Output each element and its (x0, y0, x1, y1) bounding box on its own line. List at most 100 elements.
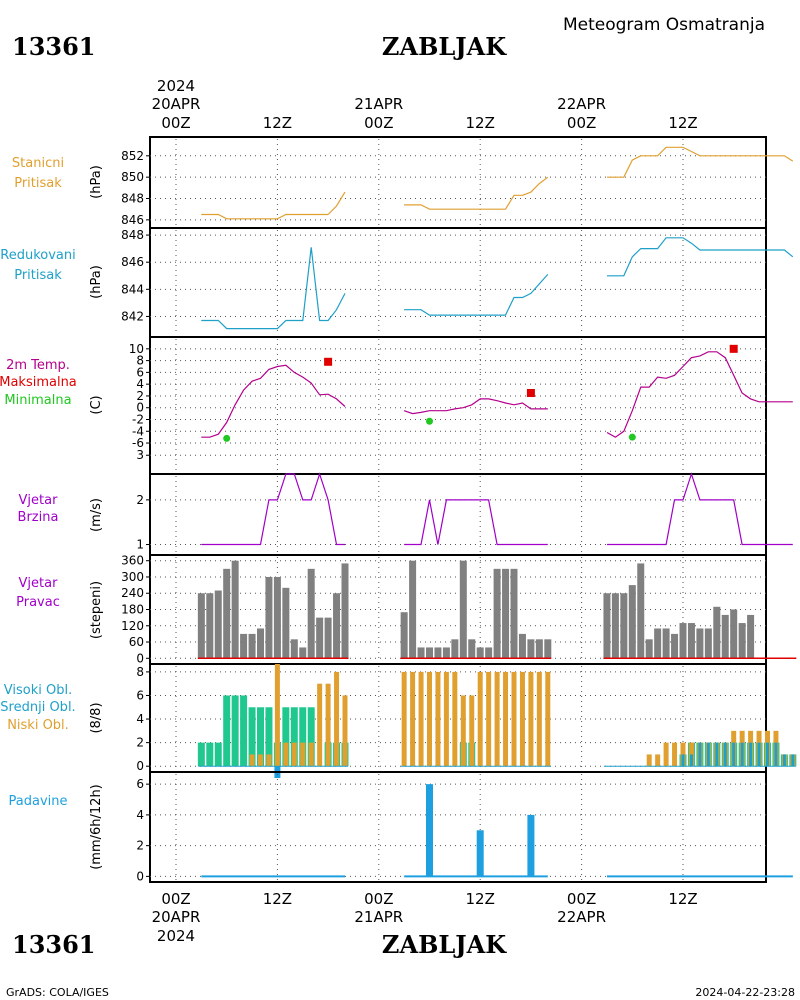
bottom-date-label: 22APR (557, 908, 606, 926)
wind-dir-bar (426, 647, 433, 659)
ytick-label: 360 (121, 554, 144, 568)
low-cloud-bar (519, 671, 525, 767)
panels: 846848850852(hPa)StanicniPritisak8428448… (0, 136, 797, 883)
high-cloud-bar (681, 754, 685, 767)
top-hour-label: 12Z (466, 114, 495, 132)
wind-dir-bar (637, 563, 645, 659)
param-label: Niski Obl. (7, 718, 69, 733)
bottom-hour-label: 00Z (567, 890, 596, 908)
param-label: Minimalna (4, 393, 71, 408)
wind-dir-bar (434, 647, 442, 659)
wind-dir-bar (696, 628, 704, 659)
wind-dir-bar (518, 633, 526, 659)
wind-dir-bar (603, 593, 611, 659)
high-cloud-bar (791, 754, 795, 767)
bottom-hour-label: 12Z (263, 890, 292, 908)
wind-dir-bar (451, 639, 459, 659)
wind-dir-bar (662, 628, 670, 659)
series-line (403, 398, 548, 415)
bottom-hour-label: 12Z (668, 890, 697, 908)
low-cloud-bar (511, 671, 517, 767)
top-date-label: 22APR (557, 95, 606, 113)
param-label: Srednji Obl. (0, 700, 75, 715)
ytick-label: 0 (136, 401, 144, 415)
wind-dir-bar (341, 563, 349, 659)
bottom-date-label: 20APR (152, 908, 201, 926)
low-cloud-bar (418, 671, 424, 767)
low-cloud-bar (477, 671, 483, 767)
series-line (607, 472, 793, 546)
low-cloud-bar (536, 671, 542, 767)
wind-dir-bar (307, 568, 315, 659)
ytick-label: 850 (121, 170, 144, 184)
mid-cloud-bar (231, 695, 239, 767)
ytick-label: 180 (121, 603, 144, 617)
wind-dir-bar (502, 568, 510, 659)
ytick-label: 240 (121, 586, 144, 600)
param-label: Vjetar (19, 576, 59, 591)
low-cloud-bar (655, 754, 661, 767)
ytick-label: 3 (136, 448, 144, 462)
high-cloud-bar (732, 742, 736, 767)
wind-dir-bar (459, 560, 467, 659)
meteogram-title: Meteogram Osmatranja (563, 15, 765, 35)
ytick-label: 0 (136, 759, 144, 773)
ytick-label: 10 (129, 342, 144, 356)
low-cloud-bar (249, 754, 255, 767)
param-label: Visoki Obl. (4, 683, 72, 698)
high-cloud-bar (689, 754, 693, 767)
bottom-hour-label: 00Z (161, 890, 190, 908)
low-cloud-bar (291, 742, 297, 767)
panel-5: 0 60 120 180 240 300 360 (stepeni) Vjetar Pravac (16, 554, 797, 665)
high-cloud-bar (749, 742, 753, 767)
mid-cloud-bar (248, 707, 256, 767)
panel-4: 1 2 3 (m/s) Vjetar Brzina (18, 448, 793, 553)
mid-cloud-bar (197, 742, 205, 767)
param-label: Vjetar (19, 493, 59, 508)
mid-cloud-bar (240, 695, 248, 767)
low-cloud-bar (528, 671, 534, 767)
wind-dir-bar (400, 612, 408, 659)
wind-dir-bar (654, 628, 662, 659)
low-cloud-bar (274, 664, 280, 767)
wind-dir-bar (290, 639, 298, 659)
ytick-label: 846 (121, 213, 144, 227)
high-cloud-bar (782, 754, 786, 767)
high-cloud-bar (766, 742, 769, 767)
y-axis-title: (mm/6h/12h) (89, 784, 104, 870)
top-hour-label: 00Z (364, 114, 393, 132)
wind-dir-bar (442, 647, 450, 659)
low-cloud-bar (427, 671, 432, 767)
bottom-date-label: 21APR (354, 908, 403, 926)
ytick-label: 1 (136, 538, 144, 552)
mid-cloud-bar (299, 707, 307, 767)
ytick-label: -4 (132, 424, 144, 438)
param-label: Redukovani (0, 248, 75, 263)
tmin-marker (223, 434, 231, 442)
wind-dir-bar (282, 587, 290, 659)
wind-dir-bar (721, 614, 729, 659)
wind-dir-bar (687, 623, 695, 659)
low-cloud-bar (452, 671, 458, 767)
wind-dir-bar (468, 639, 476, 659)
ytick-label: 852 (121, 149, 144, 163)
y-axis-title: (8/8) (89, 702, 104, 733)
low-cloud-bar (325, 683, 331, 767)
low-cloud-bar (494, 671, 500, 767)
wind-dir-bar (485, 647, 493, 659)
ytick-label: 6 (136, 365, 144, 379)
mid-cloud-bar (223, 695, 231, 767)
wind-dir-bar (527, 639, 535, 659)
ytick-label: 0 (136, 651, 144, 665)
wind-dir-bar (671, 633, 679, 659)
panel-1: 846 848 850 852 (hPa) Stanicni Pritisak (12, 139, 794, 227)
plot-frame (149, 136, 767, 883)
wind-dir-bar (738, 623, 746, 659)
mid-cloud-bar (282, 707, 290, 767)
wind-dir-bar (223, 568, 231, 659)
wind-dir-bar (747, 614, 755, 659)
series-line (201, 247, 346, 330)
mid-cloud-bar (307, 707, 315, 767)
